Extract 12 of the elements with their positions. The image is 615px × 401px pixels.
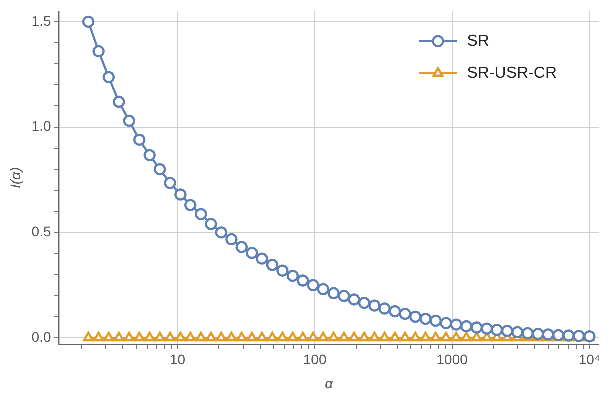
x-tick-label: 1000 — [436, 352, 468, 368]
y-tick-label: 0.5 — [32, 224, 52, 240]
legend-label: SR-USR-CR — [467, 64, 558, 82]
y-tick-label: 0.0 — [32, 328, 52, 345]
y-tick-label: 1.5 — [32, 12, 52, 29]
x-axis-title: α — [325, 375, 334, 392]
y-tick-label: 1.0 — [32, 118, 52, 134]
legend-label: SR — [467, 32, 490, 50]
x-tick-label: 10⁴ — [578, 352, 600, 368]
y-axis-title: I(α) — [7, 167, 24, 188]
x-tick-label: 100 — [303, 352, 327, 368]
x-tick-label: 10 — [170, 352, 186, 368]
